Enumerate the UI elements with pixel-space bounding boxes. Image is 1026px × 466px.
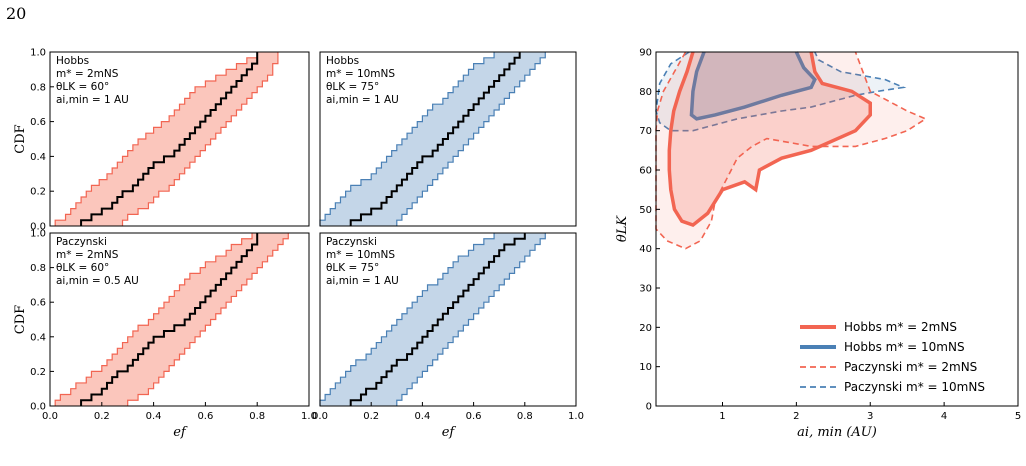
upper-bound-line: [396, 233, 546, 406]
panel-annotation: ai,min = 0.5 AU: [56, 275, 139, 287]
x-tick-label: 1.0: [568, 411, 584, 422]
y-tick-label: 10: [639, 362, 652, 373]
y-tick-label: 80: [639, 87, 652, 98]
x-tick-label: 0.6: [197, 411, 213, 422]
confidence-band: [55, 52, 278, 226]
y-axis-label: CDF: [13, 305, 28, 334]
y-tick-label: 30: [639, 284, 652, 295]
x-tick-label: 0.4: [414, 411, 430, 422]
legend-entry: Hobbs m* = 10mNS: [844, 340, 965, 354]
y-tick-label: 0.2: [30, 367, 46, 378]
x-tick-label: 2: [793, 411, 799, 422]
lower-bound-line: [54, 52, 258, 226]
panel-annotation: ai,min = 1 AU: [56, 94, 129, 106]
y-tick-label: 0.0: [30, 222, 46, 233]
panel-annotation: θLK = 60°: [56, 81, 109, 93]
upper-bound-line: [121, 52, 279, 226]
chart-panel-right: Hobbs m* = 2mNS Hobbs m* = 10mNS Paczynski…: [615, 48, 1021, 441]
x-axis-label: ef: [442, 425, 457, 440]
panel-annotation: θLK = 60°: [56, 262, 109, 274]
y-tick-label: 90: [639, 48, 652, 59]
x-tick-label: 4: [941, 411, 947, 422]
lower-bound-line: [319, 233, 495, 406]
panel-annotation: ai,min = 1 AU: [326, 275, 399, 287]
y-tick-label: 60: [639, 166, 652, 177]
x-tick-label: 0.2: [363, 411, 379, 422]
confidence-band: [320, 233, 546, 406]
legend-entry: Paczynski m* = 2mNS: [844, 360, 977, 374]
upper-bound-line: [127, 233, 289, 406]
y-axis-label: CDF: [13, 124, 28, 153]
panel-annotation: ai,min = 1 AU: [326, 94, 399, 106]
x-tick-label: 0.4: [146, 411, 162, 422]
x-tick-label: 0.0: [42, 411, 58, 422]
axes-frame: [49, 51, 310, 227]
panel-annotation: Paczynski: [56, 236, 107, 248]
confidence-band: [320, 52, 546, 226]
y-tick-label: 20: [639, 323, 652, 334]
median-cdf-line: [80, 233, 259, 406]
x-tick-label: 0.2: [94, 411, 110, 422]
panel-annotation: Paczynski: [326, 236, 377, 248]
axes-frame: [49, 232, 310, 407]
median-cdf-line: [80, 52, 259, 226]
page-number: 20: [6, 4, 27, 23]
y-tick-label: 1.0: [30, 48, 46, 59]
y-tick-label: 0: [646, 402, 652, 413]
legend-entry: Hobbs m* = 2mNS: [844, 320, 957, 334]
panel-annotation: m* = 10mNS: [326, 68, 395, 80]
median-cdf-line: [349, 233, 526, 406]
y-tick-label: 70: [639, 126, 652, 137]
y-tick-label: 0.4: [30, 332, 46, 343]
y-tick-label: 0.8: [30, 82, 46, 93]
x-tick-label: 0.8: [517, 411, 533, 422]
y-tick-label: 40: [639, 244, 652, 255]
axes-frame: [319, 51, 577, 227]
contour-hobbs-m-10mns: [689, 51, 817, 121]
panel-annotation: Hobbs: [326, 55, 359, 67]
panel-annotation: m* = 2mNS: [56, 249, 119, 261]
upper-bound-line: [396, 52, 546, 226]
panel-annotation: m* = 2mNS: [56, 68, 119, 80]
y-tick-label: 0.6: [30, 117, 46, 128]
axes-frame: [655, 51, 1019, 407]
y-tick-label: 0.4: [30, 152, 46, 163]
panel-annotation: m* = 10mNS: [326, 249, 395, 261]
y-tick-label: 0.8: [30, 263, 46, 274]
y-tick-label: 0.2: [30, 187, 46, 198]
x-tick-label: 0.0: [312, 411, 328, 422]
x-axis-label: ef: [173, 425, 188, 440]
x-tick-label: 0.8: [249, 411, 265, 422]
y-tick-label: 1.0: [30, 229, 46, 240]
panel-annotation: θLK = 75°: [326, 81, 379, 93]
panel-annotation: θLK = 75°: [326, 262, 379, 274]
x-axis-label: ai, min (AU): [797, 425, 877, 440]
x-tick-label: 3: [867, 411, 873, 422]
confidence-band: [55, 233, 289, 406]
y-tick-label: 50: [639, 205, 652, 216]
axes-frame: [319, 232, 577, 407]
y-tick-label: 0.0: [30, 402, 46, 413]
y-axis-label: θLK: [615, 215, 630, 242]
contour-paczynski-m-10mns: [655, 51, 907, 132]
lower-bound-line: [54, 233, 253, 406]
legend-entry: Paczynski m* = 10mNS: [844, 380, 985, 394]
x-tick-label: 5: [1015, 411, 1021, 422]
x-tick-label: 1: [719, 411, 725, 422]
median-cdf-line: [349, 52, 521, 226]
x-tick-label: 1.0: [301, 411, 317, 422]
contour-hobbs-m-2mns: [667, 51, 872, 228]
panel-annotation: Hobbs: [56, 55, 89, 67]
x-tick-label: 0.6: [466, 411, 482, 422]
lower-bound-line: [319, 52, 495, 226]
y-tick-label: 0.6: [30, 298, 46, 309]
